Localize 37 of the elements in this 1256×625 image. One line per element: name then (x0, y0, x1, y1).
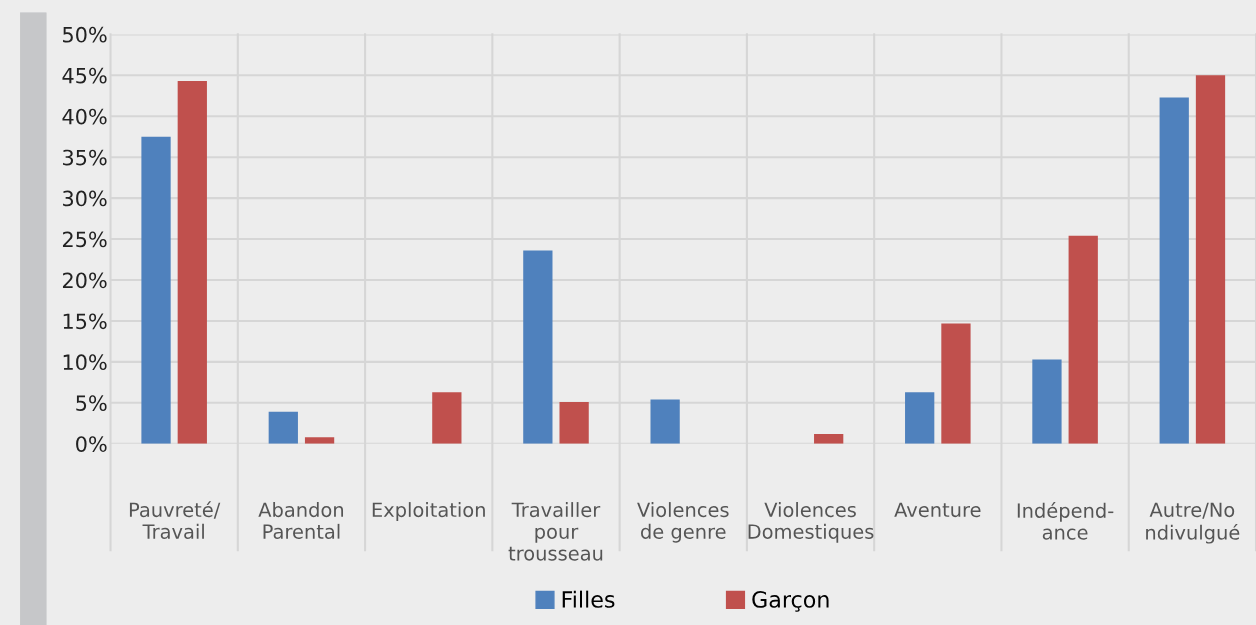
bar (814, 433, 844, 444)
bar (1032, 359, 1062, 444)
y-tick-label: 15% (63, 313, 107, 330)
y-tick-label: 0% (76, 436, 107, 452)
y-tick-label: 30% (63, 190, 107, 207)
bar (268, 411, 298, 444)
x-tick-label: Exploitation (372, 502, 485, 521)
bar (141, 136, 171, 444)
y-tick-label: 40% (62, 108, 107, 125)
bar (905, 392, 935, 444)
bar (559, 401, 589, 444)
bar (941, 323, 971, 444)
y-tick-label: 50% (63, 26, 107, 43)
x-tick-label: Aventure (894, 502, 981, 518)
bar (523, 250, 553, 444)
x-tick-label: Pauvreté/ Travail (129, 501, 221, 539)
y-tick-label: 25% (62, 231, 107, 248)
y-tick-label: 10% (63, 354, 107, 371)
x-tick-label: Abandon Parental (258, 502, 344, 539)
y-tick-label: 35% (63, 149, 107, 166)
legend-label: Filles (562, 590, 615, 608)
y-tick-label: 45% (62, 67, 107, 84)
legend-label: Garçon (752, 591, 829, 612)
x-tick-label: Travailler pour trousseau (508, 502, 603, 561)
bar (304, 437, 335, 444)
bar (1068, 235, 1098, 444)
x-tick-label: Autre/No ndivulgué (1146, 502, 1240, 544)
x-tick-label: Violences de genre (637, 502, 729, 543)
bar (650, 399, 680, 444)
bar (432, 392, 462, 444)
bar (1195, 75, 1226, 444)
x-tick-label: Indépend- ance (1017, 502, 1114, 540)
x-tick-label: Violences Domestiques (748, 502, 874, 543)
y-tick-label: 5% (76, 395, 107, 412)
y-tick-label: 20% (62, 272, 107, 289)
bar (177, 81, 207, 444)
bar (1159, 97, 1189, 444)
